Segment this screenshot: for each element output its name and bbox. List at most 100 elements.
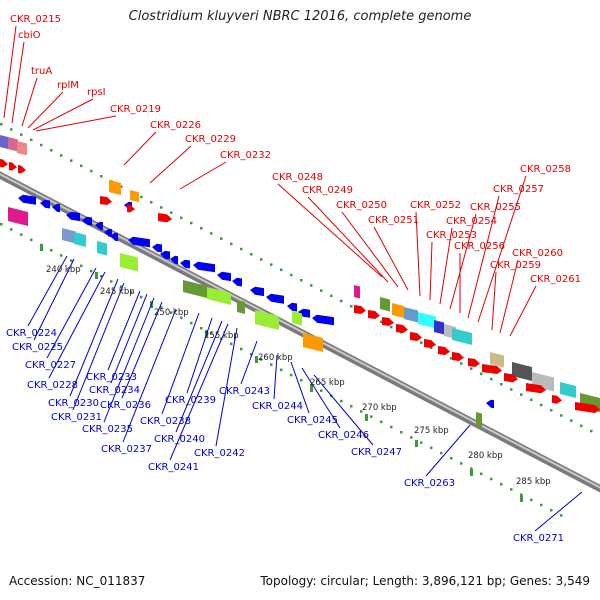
gene-block: [97, 241, 107, 256]
gene-block: [434, 320, 444, 335]
bottom-label-leader: [107, 290, 141, 371]
reverse-gene-arrow: [217, 271, 231, 282]
major-tick: [470, 469, 473, 476]
gene-block: [354, 285, 360, 299]
bottom-gene-label: CKR_0227: [25, 360, 76, 371]
upper-track-dot: [240, 247, 243, 251]
top-gene-label: CKR_0253: [426, 230, 477, 241]
upper-track-dot: [0, 123, 3, 126]
reverse-gene-arrow: [82, 216, 92, 226]
upper-track-dot: [40, 143, 43, 147]
upper-track-dot: [260, 258, 263, 261]
bottom-label-leader: [46, 267, 97, 359]
lower-track-dot: [200, 327, 203, 330]
lower-track-dot: [480, 472, 483, 476]
top-gene-label: CKR_0254: [446, 216, 497, 227]
bottom-gene-label: CKR_0239: [165, 395, 216, 406]
upper-track-dot: [150, 201, 153, 204]
gene-block: [303, 333, 323, 352]
lower-track-dot: [170, 311, 173, 314]
upper-track-dot: [280, 268, 283, 272]
bottom-label-leader: [290, 361, 310, 414]
gene-block: [380, 297, 390, 312]
lower-track-dot: [50, 249, 53, 252]
gene-block: [418, 312, 436, 329]
upper-track-dot: [30, 138, 33, 142]
top-gene-label: CKR_0249: [302, 185, 353, 196]
top-label-leader: [149, 145, 192, 184]
gene-block: [130, 190, 139, 203]
forward-gene-arrow: [410, 332, 422, 342]
reverse-gene-arrow: [250, 286, 264, 297]
bottom-gene-label: CKR_0237: [101, 444, 152, 455]
lower-track-dot: [430, 446, 433, 450]
forward-gene-arrow: [9, 162, 17, 171]
bottom-gene-label: CKR_0243: [219, 386, 270, 397]
top-gene-label: CKR_0260: [512, 248, 563, 259]
bottom-gene-label: CKR_0230: [48, 398, 99, 409]
reverse-gene-arrow: [298, 308, 310, 318]
lower-track-dot: [440, 451, 443, 455]
top-gene-label: CKR_0258: [520, 164, 571, 175]
lower-track-dot: [70, 259, 73, 262]
reverse-gene-arrow: [128, 236, 150, 248]
scale-labels: 240 kbp 245 kbp 250 kbp 255 kbp 260 kbp 265 k…: [46, 265, 551, 487]
top-gene-label: CKR_0257: [493, 184, 544, 195]
bottom-label-leader: [110, 293, 148, 384]
upper-track-dot: [70, 159, 73, 162]
gene-block: [392, 303, 404, 318]
upper-track-dot: [330, 294, 333, 298]
lower-track-dot: [270, 363, 273, 366]
gene-block: [512, 362, 532, 381]
reverse-gene-arrow: [152, 243, 162, 253]
reverse-gene-arrow: [180, 259, 190, 269]
bottom-label-leader: [27, 255, 68, 327]
upper-track-dot: [580, 424, 583, 428]
gene-block: [560, 382, 576, 398]
top-label-leader: [32, 98, 94, 131]
top-gene-label: cbiO: [18, 30, 41, 41]
lower-track-dot: [360, 410, 363, 413]
forward-gene-arrow: [18, 165, 26, 174]
forward-gene-arrow: [552, 395, 562, 404]
top-label-leader: [429, 241, 433, 301]
gene-block: [490, 352, 504, 368]
lower-track-dot: [500, 483, 503, 486]
bottom-label-leader: [186, 317, 213, 394]
bottom-gene-label: CKR_0263: [404, 478, 455, 489]
top-gene-label: CKR_0256: [454, 241, 505, 252]
upper-track-dot: [490, 377, 493, 381]
forward-gene-arrow: [575, 402, 600, 413]
gene-block: [62, 228, 76, 244]
forward-gene-arrow: [452, 352, 464, 362]
reverse-gene-arrow: [40, 199, 50, 209]
bottom-gene-label: CKR_0225: [12, 342, 63, 353]
upper-track-dot: [210, 232, 213, 235]
upper-track-dot: [10, 128, 13, 131]
scale-label: 270 kbp: [362, 403, 397, 413]
upper-track-dot: [560, 414, 563, 417]
bottom-label-leader: [215, 327, 238, 447]
reverse-gene-arrow: [104, 228, 112, 238]
top-label-leader: [509, 285, 537, 337]
lower-track-dot: [530, 498, 533, 502]
top-label-leader: [27, 91, 64, 129]
top-label-leader: [491, 271, 497, 331]
lower-track-dot: [470, 467, 473, 470]
major-tick: [310, 385, 313, 392]
bottom-gene-label: CKR_0236: [100, 400, 151, 411]
feature-track: [0, 135, 600, 428]
upper-track-dot: [180, 216, 183, 220]
bottom-label-leader: [103, 297, 155, 423]
top-gene-label: rpsI: [87, 87, 106, 98]
lower-track-dot: [370, 415, 373, 418]
lower-track-dot: [540, 503, 543, 507]
reverse-gene-arrow: [52, 203, 60, 213]
top-label-leader: [277, 183, 383, 278]
gene-block: [8, 137, 18, 152]
bottom-gene-label: CKR_0242: [194, 448, 245, 459]
gene-block: [0, 135, 10, 150]
lower-track-dot: [160, 306, 163, 309]
bottom-label-leader: [33, 258, 75, 341]
accession-text: Accession: NC_011837: [9, 574, 146, 588]
